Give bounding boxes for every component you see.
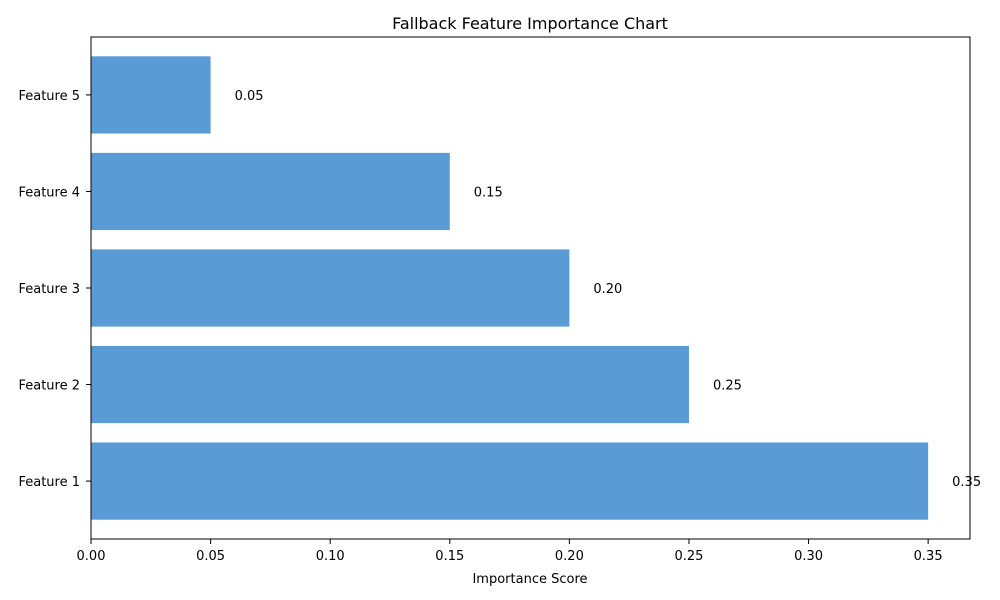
y-tick-label-feature-3: Feature 3	[18, 282, 80, 297]
bar-feature-4	[91, 152, 450, 231]
data-label-feature-1: 0.35	[952, 475, 981, 490]
x-tick-label-5: 0.25	[674, 549, 703, 564]
chart-title: Fallback Feature Importance Chart	[392, 14, 668, 33]
data-label-feature-2: 0.25	[713, 379, 742, 394]
x-tick-label-1: 0.05	[196, 549, 225, 564]
x-tick-label-4: 0.20	[555, 549, 584, 564]
bar-feature-2	[91, 345, 689, 424]
y-tick-label-feature-2: Feature 2	[18, 379, 80, 394]
bar-feature-3	[91, 249, 570, 327]
x-tick-label-3: 0.15	[435, 549, 464, 564]
data-label-feature-5: 0.05	[235, 89, 264, 104]
y-tick-label-feature-5: Feature 5	[18, 89, 80, 104]
data-label-feature-3: 0.20	[593, 282, 622, 297]
bars-layer: 0.35 0.25 0.20 0.15 0.05	[91, 56, 981, 520]
y-tick-label-feature-4: Feature 4	[18, 185, 80, 200]
y-tick-label-feature-1: Feature 1	[18, 475, 80, 490]
x-tick-label-0: 0.00	[77, 549, 106, 564]
data-label-feature-4: 0.15	[474, 185, 503, 200]
x-tick-label-7: 0.35	[914, 549, 943, 564]
ticks-layer: Feature 1 Feature 2 Feature 3 Feature 4 Feat…	[18, 89, 942, 564]
bar-feature-1	[91, 442, 929, 520]
x-tick-label-2: 0.10	[316, 549, 345, 564]
plot-frame	[90, 36, 971, 540]
bar-feature-5	[91, 56, 211, 134]
x-axis-label: Importance Score	[472, 572, 587, 587]
x-tick-label-6: 0.30	[794, 549, 823, 564]
